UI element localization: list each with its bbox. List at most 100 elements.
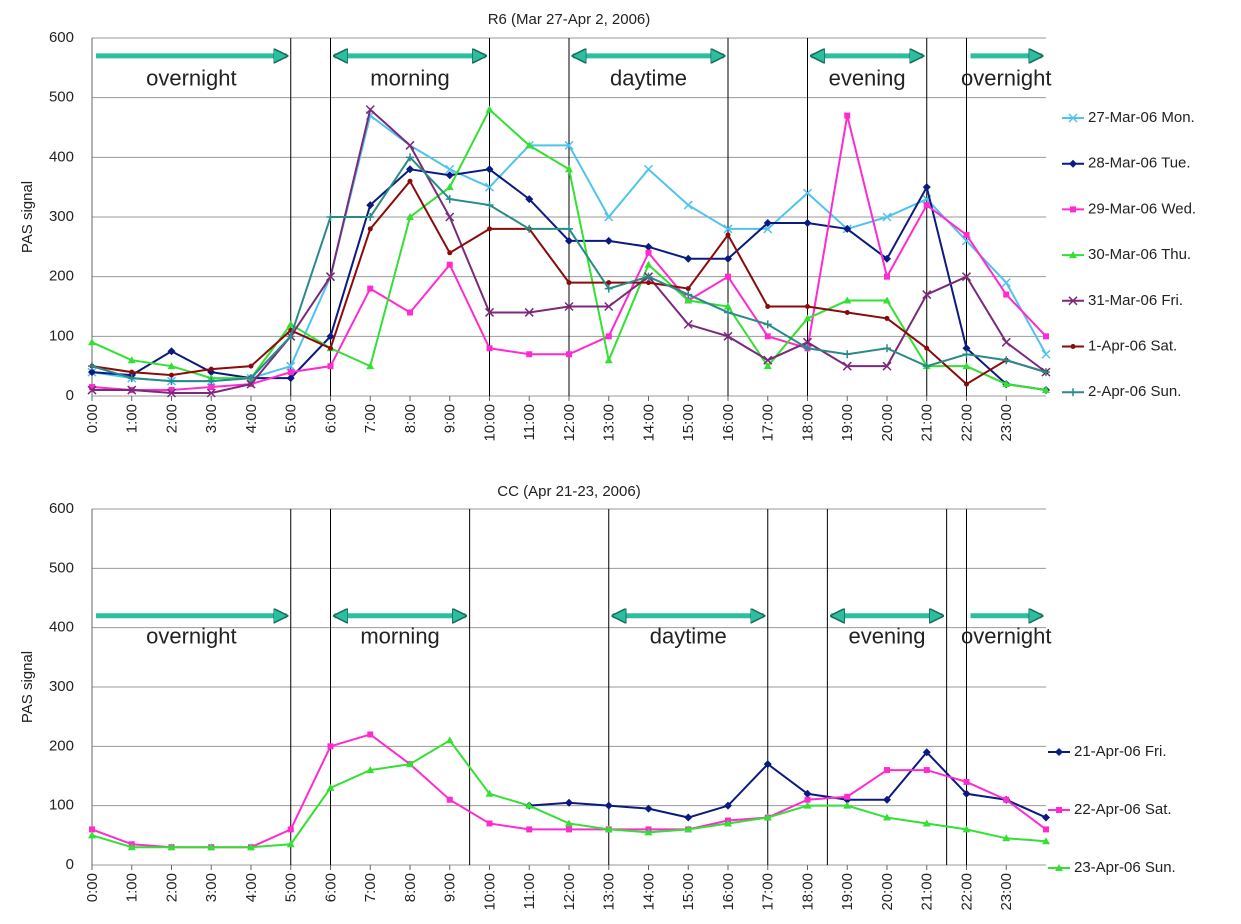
point [246, 379, 256, 389]
point [725, 232, 731, 238]
x-tick-label: 23:00 [998, 873, 1015, 911]
point [644, 828, 653, 836]
point [566, 351, 572, 358]
point [724, 308, 732, 317]
point [565, 819, 573, 827]
point [1001, 337, 1011, 347]
y-axis-label: PAS signal [19, 651, 36, 723]
legend-label: 27-Mar-06 Mon. [1088, 109, 1195, 126]
point [326, 783, 335, 791]
x-tick-label: 21:00 [919, 404, 936, 442]
point [446, 796, 453, 803]
point [89, 826, 95, 833]
x-tick-label: 21:00 [919, 873, 936, 911]
point [604, 825, 613, 833]
y-tick-label: 300 [49, 208, 74, 225]
series [89, 731, 1049, 851]
point [962, 789, 971, 798]
y-tick-label: 100 [49, 797, 74, 814]
point [962, 344, 971, 353]
point [366, 362, 375, 370]
legend-marker [1068, 296, 1078, 306]
point [1042, 837, 1050, 845]
point [367, 731, 374, 738]
point [286, 374, 295, 383]
point [286, 332, 295, 341]
point [604, 212, 614, 222]
point [1042, 368, 1050, 377]
point [884, 767, 890, 774]
point [565, 798, 573, 807]
point [605, 333, 612, 340]
x-tick-label: 19:00 [839, 873, 856, 911]
point [366, 201, 375, 210]
x-tick-label: 8:00 [402, 873, 419, 902]
point [1042, 386, 1050, 394]
point [446, 261, 453, 268]
point [487, 226, 492, 232]
period-label: daytime [610, 66, 687, 91]
x-tick-label: 0:00 [84, 404, 101, 433]
point [883, 344, 891, 353]
x-tick-label: 6:00 [322, 873, 339, 902]
legend-marker [1070, 206, 1076, 213]
point [169, 372, 174, 378]
point [803, 344, 812, 353]
legend-label: 29-Mar-06 Wed. [1088, 200, 1196, 217]
point [525, 141, 534, 149]
period-label: overnight [146, 66, 237, 91]
point [167, 377, 176, 386]
point [805, 304, 810, 309]
point [207, 843, 216, 851]
period-label: overnight [961, 624, 1052, 649]
period-label: morning [370, 66, 449, 91]
x-tick-label: 7:00 [362, 873, 379, 902]
point [723, 224, 733, 234]
point [366, 213, 375, 221]
point [922, 290, 932, 300]
x-tick-label: 13:00 [601, 873, 618, 911]
series [87, 105, 1051, 398]
point [923, 202, 930, 209]
x-tick-label: 20:00 [879, 404, 896, 442]
x-tick-label: 10:00 [481, 404, 498, 442]
legend-marker [1069, 159, 1077, 168]
point [764, 333, 771, 340]
point [207, 377, 216, 386]
y-tick-label: 600 [49, 29, 74, 46]
point [247, 843, 255, 851]
point [604, 301, 614, 312]
point [127, 385, 137, 395]
point [962, 350, 971, 359]
y-tick-label: 400 [49, 148, 74, 165]
point [883, 254, 891, 263]
point [725, 273, 731, 280]
period-label: evening [848, 624, 925, 649]
point [963, 231, 970, 238]
point [843, 296, 852, 304]
x-tick-label: 4:00 [243, 873, 260, 902]
x-tick-label: 1:00 [124, 873, 141, 902]
point [803, 801, 812, 809]
point [763, 218, 772, 227]
legend-label: 31-Mar-06 Fri. [1088, 292, 1183, 309]
legend-marker [1069, 388, 1077, 397]
point [206, 388, 216, 398]
x-tick-label: 2:00 [163, 873, 180, 902]
point [644, 242, 653, 251]
point [844, 112, 851, 119]
x-tick-label: 17:00 [760, 404, 777, 442]
point [763, 355, 773, 365]
point [724, 302, 732, 310]
point [208, 384, 215, 391]
point [684, 296, 693, 304]
point [922, 819, 931, 827]
x-tick-label: 10:00 [481, 873, 498, 911]
point [325, 272, 336, 282]
point [843, 801, 852, 809]
point [88, 338, 96, 346]
series-line [529, 750, 1047, 819]
legend-label: 1-Apr-06 Sat. [1088, 337, 1177, 354]
point [646, 280, 651, 286]
y-tick-label: 200 [49, 268, 74, 285]
